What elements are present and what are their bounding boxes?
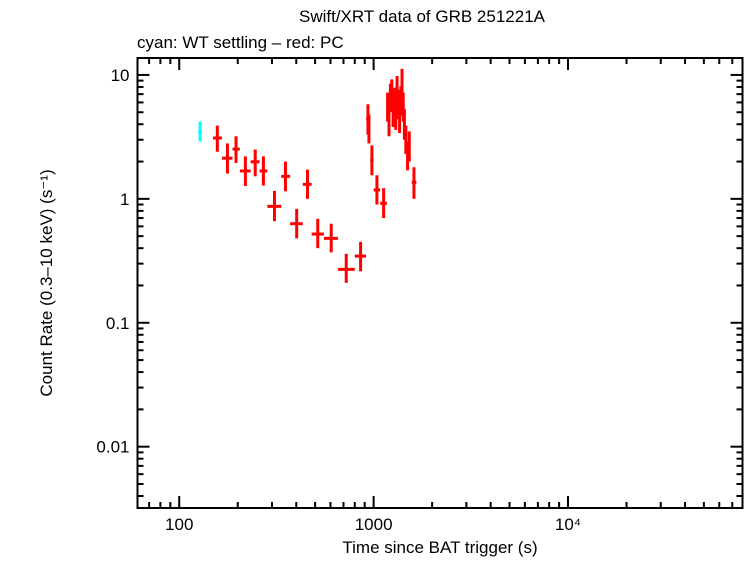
- data-point: [212, 125, 223, 152]
- data-point: [302, 169, 312, 199]
- data-point: [232, 136, 240, 163]
- data-point: [267, 190, 282, 222]
- data-point: [259, 156, 268, 186]
- y-tick-label: 0.1: [106, 314, 130, 333]
- data-point: [354, 241, 367, 272]
- data-point: [337, 253, 355, 283]
- x-tick-label: 100: [165, 515, 193, 534]
- data-point: [281, 161, 291, 192]
- data-point: [367, 114, 371, 144]
- data-point: [323, 223, 338, 253]
- data-point: [404, 125, 408, 155]
- x-tick-label: 10⁴: [555, 515, 581, 534]
- y-tick-label: 10: [111, 66, 130, 85]
- x-axis-label: Time since BAT trigger (s): [342, 538, 537, 557]
- data-point: [380, 188, 387, 219]
- y-axis-label: Count Rate (0.3–10 keV) (s⁻¹): [37, 169, 56, 396]
- data-point: [411, 167, 417, 199]
- y-tick-label: 0.01: [96, 438, 129, 457]
- y-tick-label: 1: [120, 190, 129, 209]
- data-point: [290, 208, 303, 239]
- plot-frame: [136, 57, 744, 509]
- x-tick-label: 1000: [355, 515, 393, 534]
- data-point: [407, 131, 411, 162]
- chart-subtitle: cyan: WT settling – red: PC: [137, 33, 344, 52]
- data-point: [250, 149, 260, 177]
- data-point: [373, 175, 381, 205]
- data-point: [222, 143, 233, 174]
- data-point: [198, 121, 203, 142]
- chart-title: Swift/XRT data of GRB 251221A: [299, 7, 546, 26]
- data-point: [311, 218, 324, 249]
- data-point: [239, 156, 251, 186]
- data-point: [370, 145, 374, 176]
